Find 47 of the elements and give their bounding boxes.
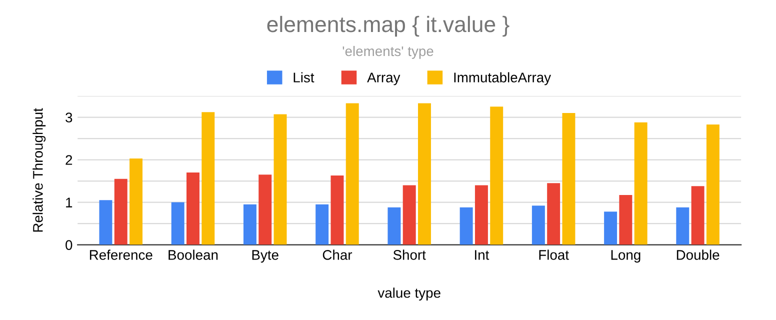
bar <box>402 185 416 245</box>
bar <box>691 186 704 245</box>
bar <box>243 204 256 245</box>
y-tick-label: 2 <box>66 155 72 165</box>
chart-subtitle: 'elements' type <box>342 46 434 59</box>
bar <box>634 122 648 245</box>
bar <box>346 103 359 245</box>
bar <box>186 172 200 245</box>
bar <box>619 195 632 245</box>
y-tick-label: 1 <box>66 198 72 208</box>
bar <box>547 183 560 245</box>
bar <box>274 114 287 245</box>
bar <box>676 207 690 245</box>
bar <box>562 113 576 245</box>
y-axis-title: Relative Throughput <box>32 108 46 232</box>
bar <box>258 174 272 245</box>
bar <box>114 178 128 245</box>
bar <box>130 158 143 245</box>
x-axis-title: value type <box>378 288 440 301</box>
bar <box>604 212 618 245</box>
bar <box>706 124 720 245</box>
y-tick-label: 3 <box>66 112 72 122</box>
legend-label: List <box>294 72 314 82</box>
bar <box>490 106 504 245</box>
y-tick-label: 0 <box>66 240 72 250</box>
bar <box>316 204 329 245</box>
bar <box>330 176 344 245</box>
x-tick-label: Int <box>475 250 490 260</box>
bar <box>388 207 401 245</box>
x-tick-label: Boolean <box>168 250 218 260</box>
bar <box>474 185 488 245</box>
x-tick-label: Reference <box>90 250 152 260</box>
x-tick-label: Float <box>539 250 569 260</box>
x-tick-label: Char <box>322 250 352 260</box>
x-tick-label: Long <box>611 250 640 263</box>
legend-label: ImmutableArray <box>454 72 552 86</box>
legend-label: Array <box>367 72 400 86</box>
bar <box>418 103 431 245</box>
bar <box>99 200 112 245</box>
bar <box>171 202 184 245</box>
bar <box>532 206 545 245</box>
x-tick-label: Short <box>393 250 426 260</box>
x-tick-label: Byte <box>252 250 278 263</box>
x-tick-label: Double <box>676 250 720 260</box>
bar <box>460 207 473 245</box>
bar <box>202 112 215 245</box>
chart-title: elements.map { it.value } <box>267 16 510 37</box>
